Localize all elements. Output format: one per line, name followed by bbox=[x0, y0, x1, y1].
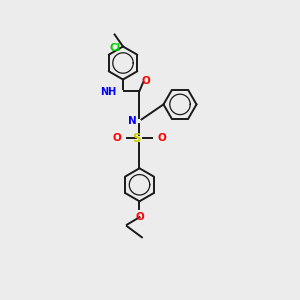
Text: NH: NH bbox=[100, 87, 116, 98]
Text: O: O bbox=[113, 133, 122, 143]
Text: O: O bbox=[158, 133, 166, 143]
Text: N: N bbox=[128, 116, 137, 126]
Text: O: O bbox=[135, 212, 144, 222]
Text: Cl: Cl bbox=[110, 43, 121, 53]
Text: O: O bbox=[142, 76, 150, 85]
Text: S: S bbox=[132, 132, 141, 145]
